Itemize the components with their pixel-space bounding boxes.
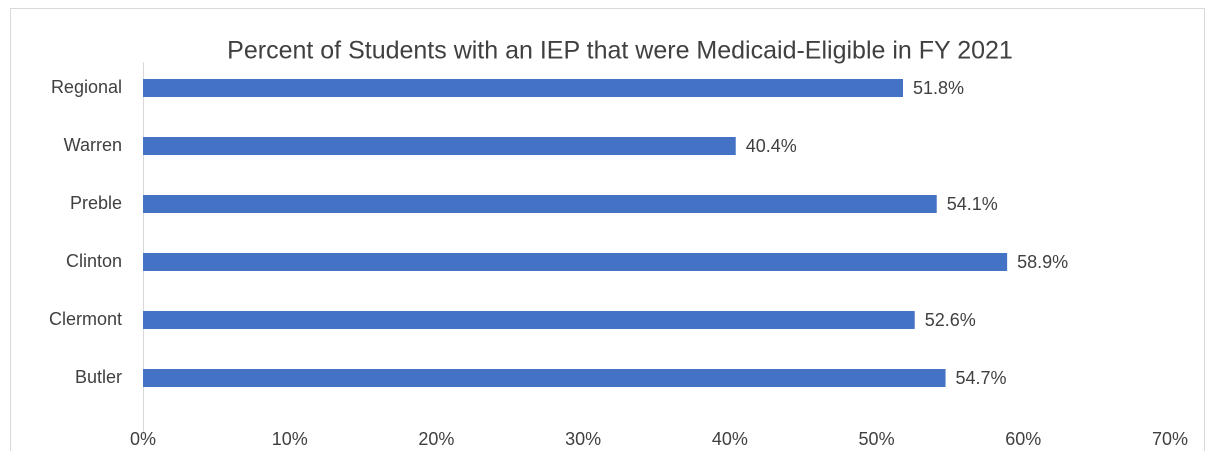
data-label: 40.4% (746, 136, 797, 156)
data-label: 51.8% (913, 78, 964, 98)
bar (143, 311, 915, 329)
y-tick-label: Regional (51, 77, 122, 97)
x-tick-label: 60% (1005, 429, 1041, 449)
data-label: 58.9% (1017, 252, 1068, 272)
bar (143, 253, 1008, 271)
y-tick-label: Butler (75, 367, 122, 387)
x-tick-label: 70% (1152, 429, 1188, 449)
x-tick-label: 30% (565, 429, 601, 449)
y-tick-label: Clermont (49, 309, 122, 329)
x-tick-label: 20% (418, 429, 454, 449)
bar (143, 79, 903, 97)
x-tick-label: 40% (712, 429, 748, 449)
bar (143, 369, 946, 387)
bar (143, 195, 937, 213)
data-label: 54.1% (947, 194, 998, 214)
data-label: 52.6% (925, 310, 976, 330)
x-tick-label: 10% (272, 429, 308, 449)
data-label: 54.7% (956, 368, 1007, 388)
y-tick-label: Clinton (66, 251, 122, 271)
y-tick-label: Preble (70, 193, 122, 213)
x-tick-label: 50% (859, 429, 895, 449)
y-tick-label: Warren (64, 135, 122, 155)
bar (143, 137, 736, 155)
x-tick-label: 0% (130, 429, 156, 449)
chart-title: Percent of Students with an IEP that wer… (227, 37, 1013, 65)
chart-border (10, 8, 1205, 451)
